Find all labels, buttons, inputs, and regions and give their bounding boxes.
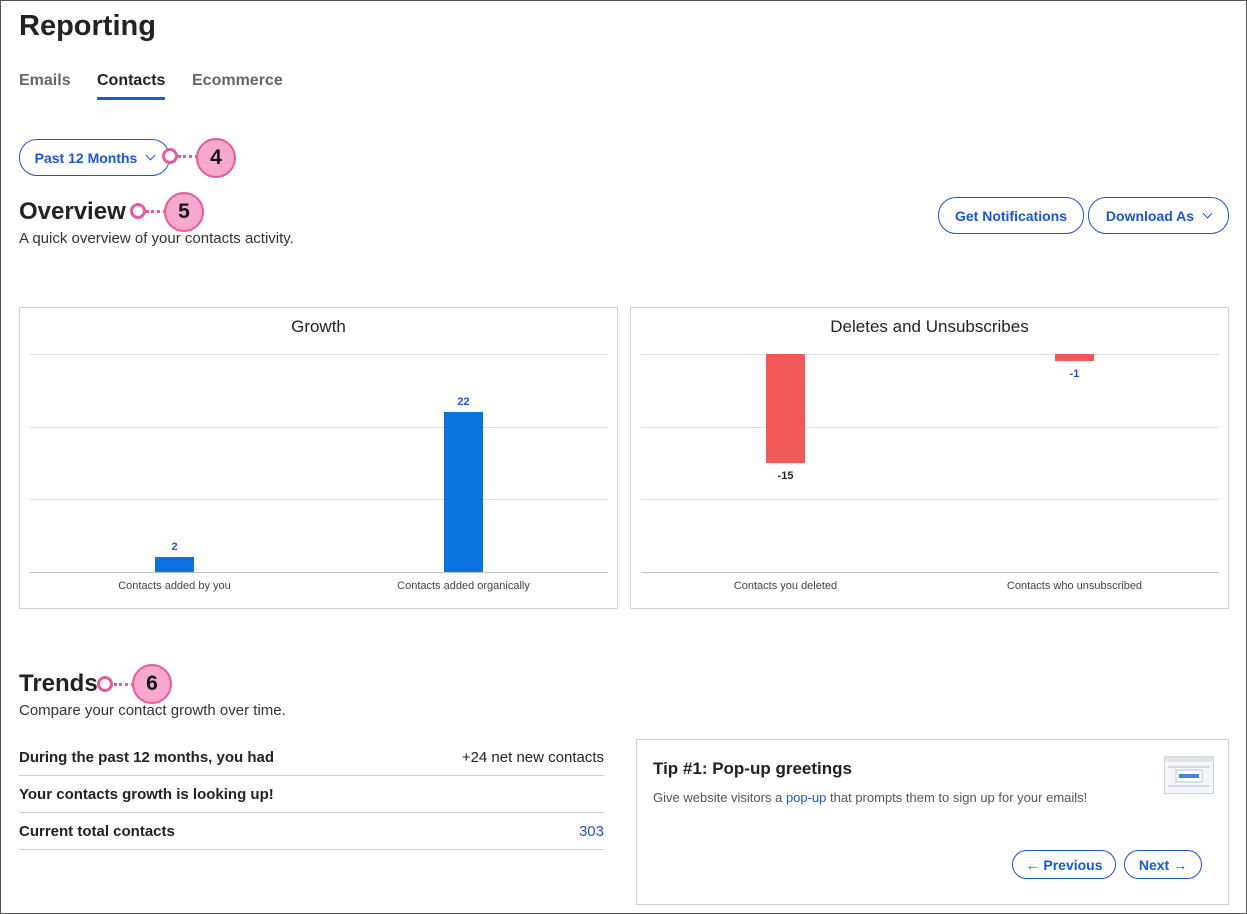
download-as-label: Download As: [1105, 207, 1195, 224]
chart-bar[interactable]: [766, 354, 805, 463]
trends-subtitle: Compare your contact growth over time.: [19, 702, 286, 719]
callout-ring: [130, 203, 146, 219]
callout-badge-4: 4: [196, 138, 236, 178]
chevron-down-icon: [145, 150, 156, 160]
chart-category-label: Contacts you deleted: [733, 580, 838, 592]
chart-gridline: [30, 354, 608, 355]
chart-gridline: [30, 499, 608, 501]
tip-card: Tip #1: Pop-up greetings Give website vi…: [636, 739, 1229, 905]
stat-label: During the past 12 months, you had: [19, 748, 275, 766]
download-as-button[interactable]: Download As: [1088, 197, 1229, 234]
popup-link[interactable]: pop-up: [785, 790, 827, 805]
tip-text-after: that prompts them to sign up for your em…: [826, 790, 1088, 805]
tab-ecommerce[interactable]: Ecommerce: [192, 72, 283, 89]
chart-gridline: [641, 354, 1219, 355]
total-contacts-link[interactable]: 303: [578, 822, 604, 840]
chart-data-label: -15: [777, 470, 794, 482]
next-button[interactable]: Next →: [1124, 850, 1202, 879]
trends-heading: Trends: [19, 670, 98, 697]
chart-baseline: [641, 572, 1219, 573]
callout-badge-6: 6: [132, 664, 172, 704]
callout-ring: [162, 148, 178, 164]
date-range-dropdown[interactable]: Past 12 Months: [19, 139, 170, 176]
chart-data-label: 22: [457, 396, 470, 409]
chart-category-label: Contacts added by you: [118, 580, 231, 592]
chart-bar[interactable]: [444, 412, 483, 572]
stat-row: During the past 12 months, you had +24 n…: [19, 739, 604, 776]
callout-badge-5: 5: [164, 192, 204, 232]
chart-baseline: [30, 572, 608, 573]
page-title: Reporting: [19, 10, 156, 42]
tab-contacts[interactable]: Contacts: [97, 72, 166, 100]
date-range-value: Past 12 Months: [34, 149, 138, 166]
overview-heading: Overview: [19, 198, 126, 225]
stat-label: Current total contacts: [19, 822, 175, 840]
chevron-down-icon: [1202, 208, 1213, 218]
stat-value: +24 net new contacts: [461, 748, 604, 766]
chart-category-label: Contacts who unsubscribed: [1006, 580, 1143, 592]
chart-bar[interactable]: [155, 557, 194, 572]
chart-gridline: [30, 426, 608, 428]
callout-connector: [178, 155, 198, 158]
popup-illustration-icon: [1164, 756, 1214, 794]
chart-data-label: 2: [171, 541, 178, 554]
chart-gridline: [641, 499, 1219, 501]
tab-emails[interactable]: Emails: [19, 72, 71, 89]
previous-button[interactable]: ← Previous: [1012, 850, 1116, 879]
chart-category-label: Contacts added organically: [397, 580, 530, 592]
callout-connector: [146, 210, 166, 213]
chart-gridline: [641, 426, 1219, 428]
growth-chart-card: Growth 2 Contacts added by you 22 Contacts …: [19, 307, 618, 609]
deletes-chart-card: Deletes and Unsubscribes -15 Contacts you…: [630, 307, 1229, 609]
deletes-chart-title: Deletes and Unsubscribes: [830, 317, 1029, 336]
stat-row: Your contacts growth is looking up!: [19, 776, 604, 813]
callout-ring: [97, 676, 113, 692]
tip-title: Tip #1: Pop-up greetings: [653, 759, 852, 778]
growth-chart-title: Growth: [291, 317, 346, 336]
next-label: Next →: [1138, 856, 1188, 873]
stat-label: Your contacts growth is looking up!: [19, 785, 274, 803]
get-notifications-button[interactable]: Get Notifications: [938, 197, 1084, 234]
chart-bar[interactable]: [1055, 354, 1094, 362]
tip-text-before: Give website visitors a: [653, 790, 786, 805]
chart-data-label: -1: [1069, 368, 1080, 381]
previous-label: ← Previous: [1025, 856, 1103, 873]
get-notifications-label: Get Notifications: [954, 207, 1067, 224]
callout-connector: [114, 683, 134, 686]
tip-text: Give website visitors a pop-up that prom…: [653, 790, 1087, 805]
tab-bar: Emails Contacts Ecommerce: [19, 72, 319, 102]
stat-row: Current total contacts 303: [19, 813, 604, 850]
overview-subtitle: A quick overview of your contacts activi…: [19, 230, 294, 247]
